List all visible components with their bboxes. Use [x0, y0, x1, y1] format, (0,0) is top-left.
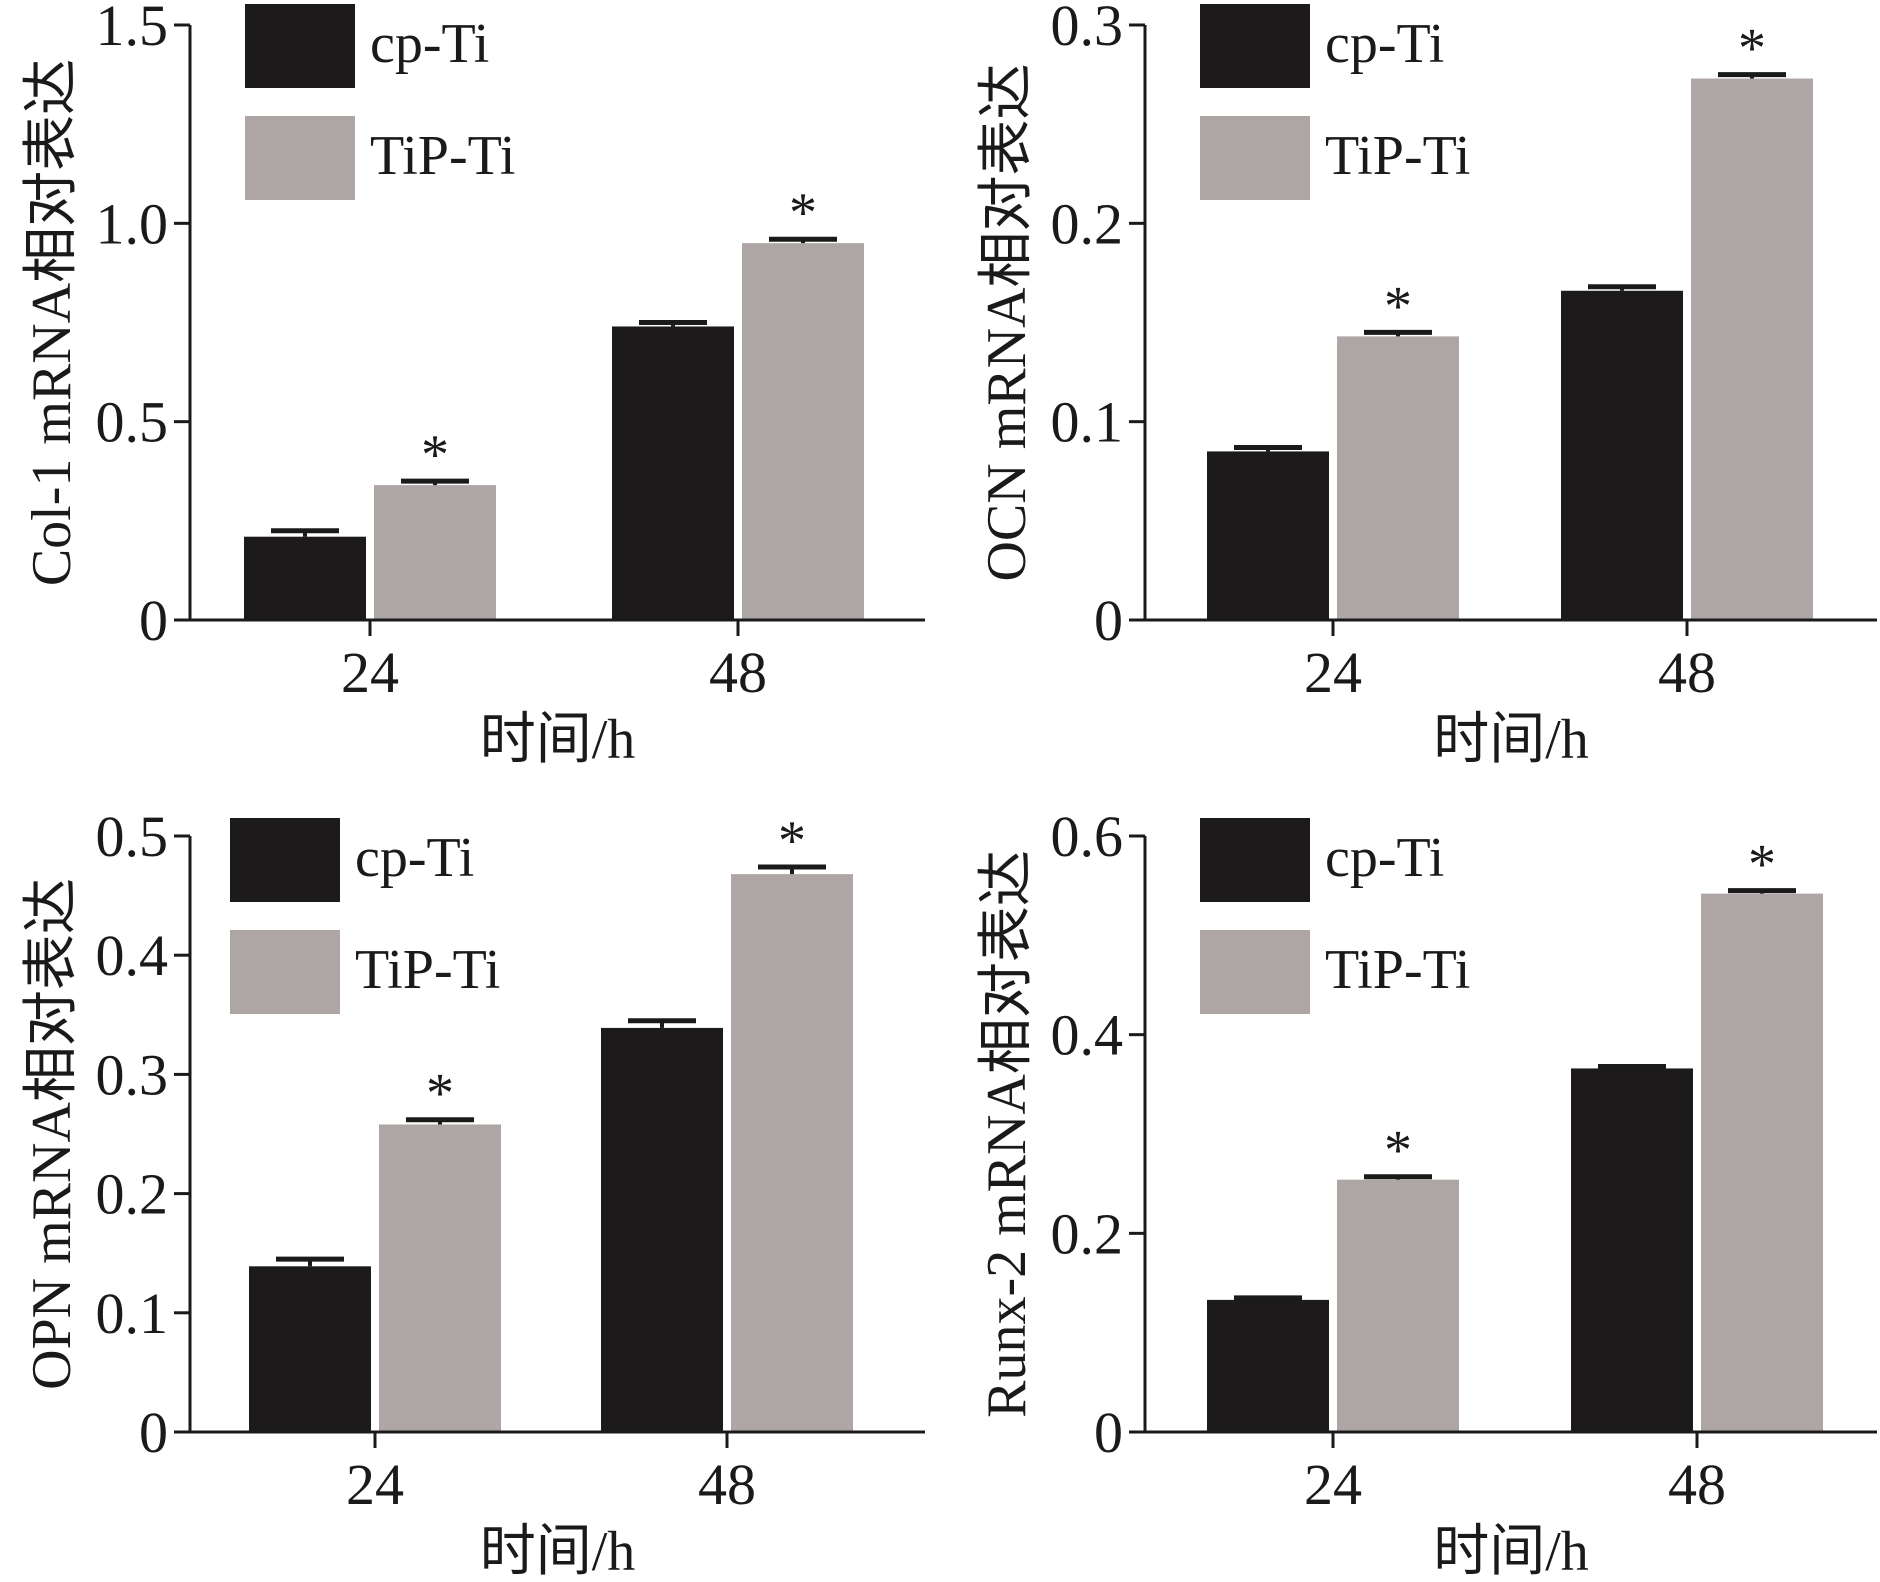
- y-axis-title: Col-1 mRNA相对表达: [21, 59, 83, 586]
- bar-cp-ti-48: [612, 326, 734, 620]
- x-tick-label: 24: [341, 640, 399, 705]
- legend-swatch-cp-ti: [245, 4, 355, 88]
- bar-cp-ti-24: [1207, 1299, 1329, 1432]
- bar-cp-ti-48: [1571, 1068, 1693, 1432]
- x-axis-title: 时间/h: [480, 709, 636, 771]
- bar-tip-ti-24: [379, 1124, 501, 1432]
- y-tick-label: 0: [139, 1400, 168, 1465]
- legend-swatch-cp-ti: [230, 818, 340, 902]
- x-tick-label: 48: [698, 1452, 756, 1517]
- x-tick-label: 48: [1668, 1452, 1726, 1517]
- y-tick-label: 0.3: [1051, 0, 1124, 58]
- legend-label: cp-Ti: [1325, 827, 1444, 889]
- significance-mark: *: [1748, 834, 1776, 896]
- legend-swatch-tip-ti: [245, 116, 355, 200]
- y-tick-label: 0.2: [1051, 191, 1124, 256]
- legend-swatch-tip-ti: [1200, 116, 1310, 200]
- bar-cp-ti-24: [244, 536, 366, 620]
- y-axis-title: Runx-2 mRNA相对表达: [976, 850, 1038, 1418]
- x-axis-title: 时间/h: [1433, 1521, 1589, 1582]
- y-axis-title: OCN mRNA相对表达: [976, 63, 1038, 581]
- chart-panel-1: * * 0 0.5 1.0 1.5 24 48 时间/h Col-1 mRNA相对表达 cp-Ti T…: [21, 0, 925, 771]
- significance-mark: *: [1384, 1120, 1412, 1182]
- legend-swatch-cp-ti: [1200, 818, 1310, 902]
- y-tick-label: 0: [139, 588, 168, 653]
- x-axis-title: 时间/h: [1433, 709, 1589, 771]
- legend-label: cp-Ti: [1325, 13, 1444, 75]
- y-tick-label: 1.5: [96, 0, 169, 58]
- bar-cp-ti-24: [1207, 451, 1329, 620]
- significance-mark: *: [421, 424, 449, 486]
- legend-swatch-tip-ti: [230, 930, 340, 1014]
- x-axis-title: 时间/h: [480, 1521, 636, 1582]
- x-tick-label: 48: [709, 640, 767, 705]
- significance-mark: *: [1384, 275, 1412, 337]
- legend-label: cp-Ti: [370, 13, 489, 75]
- y-tick-label: 0: [1094, 1400, 1123, 1465]
- y-tick-label: 1.0: [96, 191, 169, 256]
- legend-swatch-tip-ti: [1200, 930, 1310, 1014]
- y-tick-label: 0.5: [96, 804, 169, 869]
- bar-cp-ti-48: [1561, 290, 1683, 620]
- x-tick-label: 24: [346, 1452, 404, 1517]
- bar-cp-ti-24: [249, 1266, 371, 1432]
- bar-tip-ti-24: [1337, 1179, 1459, 1432]
- significance-mark: *: [426, 1063, 454, 1125]
- y-tick-label: 0.2: [96, 1162, 169, 1227]
- y-tick-label: 0.1: [1051, 390, 1124, 455]
- bar-tip-ti-48: [1701, 893, 1823, 1432]
- legend-swatch-cp-ti: [1200, 4, 1310, 88]
- y-tick-label: 0.4: [96, 923, 169, 988]
- bar-tip-ti-24: [374, 485, 496, 620]
- bar-tip-ti-48: [731, 874, 853, 1432]
- legend-label: cp-Ti: [355, 827, 474, 889]
- chart-panel-2: * * 0 0.1 0.2 0.3 24 48 时间/h OCN mRNA相对表达 cp-Ti TiP…: [976, 0, 1877, 771]
- y-tick-label: 0.1: [96, 1281, 169, 1346]
- y-tick-label: 0: [1094, 588, 1123, 653]
- legend-label: TiP-Ti: [1325, 939, 1470, 1001]
- bar-tip-ti-48: [1691, 78, 1813, 621]
- legend-label: TiP-Ti: [1325, 125, 1470, 187]
- bar-tip-ti-48: [742, 243, 864, 620]
- significance-mark: *: [778, 810, 806, 872]
- chart-panel-3: * * 0 0.1 0.2 0.3 0.4 0.5 24 48 时间/h OPN mRNA相对表达 cp…: [21, 804, 925, 1582]
- y-tick-label: 0.3: [96, 1042, 169, 1107]
- x-tick-label: 24: [1304, 1452, 1362, 1517]
- significance-mark: *: [1738, 18, 1766, 80]
- y-tick-label: 0.2: [1051, 1201, 1124, 1266]
- x-tick-label: 24: [1304, 640, 1362, 705]
- y-tick-label: 0.5: [96, 390, 169, 455]
- y-axis-title: OPN mRNA相对表达: [21, 878, 83, 1390]
- bar-cp-ti-48: [601, 1027, 723, 1432]
- significance-mark: *: [789, 182, 817, 244]
- y-tick-label: 0.6: [1051, 804, 1124, 869]
- chart-panel-4: * * 0 0.2 0.4 0.6 24 48 时间/h Runx-2 mRNA相对表达 cp-Ti…: [976, 804, 1877, 1582]
- y-tick-label: 0.4: [1051, 1003, 1124, 1068]
- legend-label: TiP-Ti: [355, 939, 500, 1001]
- x-tick-label: 48: [1658, 640, 1716, 705]
- legend-label: TiP-Ti: [370, 125, 515, 187]
- bar-tip-ti-24: [1337, 336, 1459, 620]
